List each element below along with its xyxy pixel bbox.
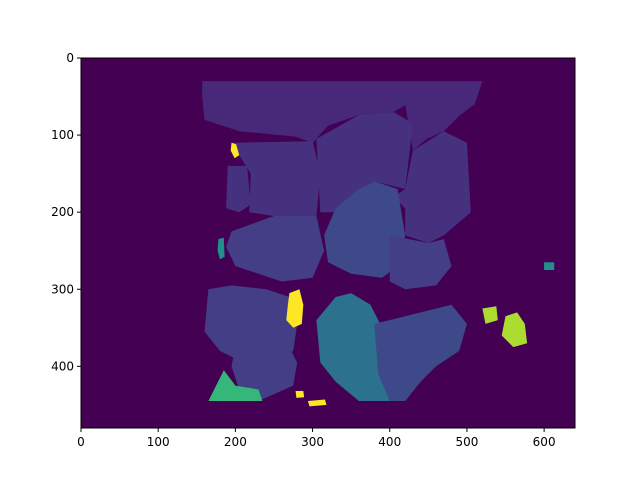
x-tick-label: 100 <box>147 435 170 449</box>
x-axis: 0 100 200 300 400 500 600 <box>77 428 556 449</box>
region-lime-right <box>501 312 528 348</box>
y-tick-label: 100 <box>51 128 74 142</box>
y-tick-label: 400 <box>51 359 74 373</box>
segmentation-regions <box>202 81 555 407</box>
region-large-blob <box>316 293 390 401</box>
region-upper-right <box>393 131 471 243</box>
x-tick-label: 300 <box>301 435 324 449</box>
x-tick-label: 200 <box>224 435 247 449</box>
x-tick-label: 400 <box>378 435 401 449</box>
region-yellow-top <box>230 142 240 159</box>
region-upper-center <box>316 112 413 213</box>
region-middle-left <box>226 216 325 282</box>
plot-area <box>80 57 576 429</box>
region-teal-right-edge <box>544 262 555 270</box>
region-lower-center-left <box>231 327 298 401</box>
region-middle-right <box>389 235 452 290</box>
axes-frame <box>80 57 576 429</box>
region-lime-small <box>482 306 498 324</box>
region-yellow-tall <box>286 289 304 328</box>
region-yellow-small <box>295 391 305 398</box>
x-tick-label: 500 <box>455 435 478 449</box>
region-teal-left-edge <box>217 237 225 260</box>
y-tick-label: 0 <box>66 51 74 65</box>
x-tick-label: 600 <box>533 435 556 449</box>
region-yellow-bottom <box>307 399 327 407</box>
y-tick-label: 300 <box>51 282 74 296</box>
region-top-right-slab <box>405 81 483 151</box>
x-tick-label: 0 <box>77 435 85 449</box>
region-lower-right <box>374 304 467 401</box>
y-tick-label: 200 <box>51 205 74 219</box>
region-left-small <box>226 165 251 213</box>
region-upper-center-left <box>231 141 321 216</box>
y-axis: 0 100 200 300 400 <box>51 51 81 373</box>
region-bottom-left-teal <box>208 370 263 401</box>
region-top-band <box>202 81 417 143</box>
region-middle-center <box>324 181 406 278</box>
